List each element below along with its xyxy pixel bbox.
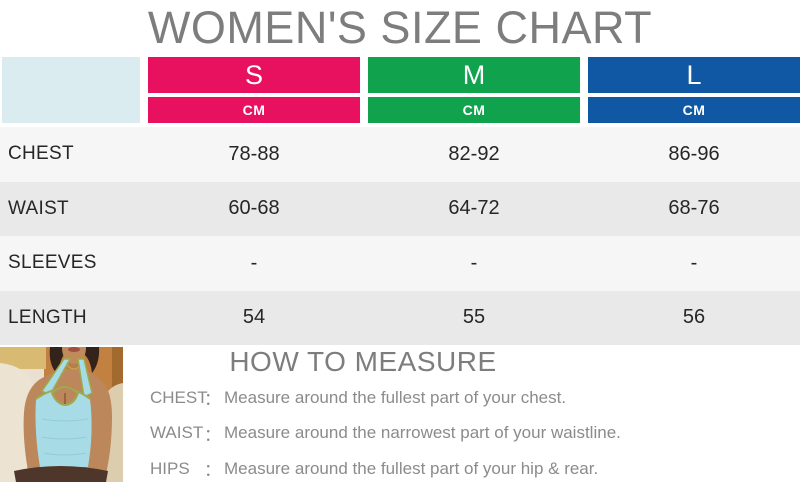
cell-value: 55 [462, 306, 486, 329]
measure-instructions: CHEST ： Measure around the fullest part … [150, 380, 770, 487]
table-row-sleeves: SLEEVES - - - [0, 236, 800, 291]
instruction-colon: ： [204, 461, 221, 481]
cell-value: 60-68 [228, 197, 280, 220]
table-row-length: LENGTH 54 55 56 [0, 290, 800, 345]
instruction-text: Measure around the fullest part of your … [224, 458, 599, 478]
cell-value: 68-76 [668, 197, 720, 220]
instruction-chest: CHEST ： Measure around the fullest part … [150, 380, 770, 416]
cell-value: 86-96 [668, 142, 720, 165]
size-table-body: CHEST 78-88 82-92 86-96 WAIST 60-68 64-7… [0, 127, 800, 345]
cell-value: 56 [682, 306, 706, 329]
row-label: WAIST [8, 197, 69, 219]
row-label: SLEEVES [8, 252, 97, 274]
unit-cell-l: CM [588, 97, 800, 123]
row-label: CHEST [8, 143, 74, 165]
size-table-header: S M L CM CM CM [0, 57, 800, 123]
instruction-text: Measure around the narrowest part of you… [224, 423, 621, 443]
cell-value: - [250, 251, 258, 274]
instruction-hips: HIPS ： Measure around the fullest part o… [150, 451, 770, 487]
row-label: LENGTH [8, 306, 87, 328]
table-row-chest: CHEST 78-88 82-92 86-96 [0, 127, 800, 182]
page-title: WOMEN'S SIZE CHART [147, 2, 653, 53]
model-photo [0, 347, 123, 482]
cell-value: - [470, 251, 478, 274]
cell-value: 78-88 [228, 142, 280, 165]
corner-cell [2, 57, 140, 123]
unit-cell-m: CM [368, 97, 580, 123]
how-to-measure-title: HOW TO MEASURE [229, 346, 497, 377]
instruction-label: HIPS [150, 458, 190, 478]
instruction-colon: ： [204, 390, 221, 410]
cell-value: - [690, 251, 698, 274]
instruction-text: Measure around the fullest part of your … [224, 387, 567, 407]
instruction-label: WAIST [150, 423, 204, 443]
instruction-label: CHEST [150, 387, 208, 407]
cell-value: 54 [242, 306, 266, 329]
cell-value: 82-92 [448, 142, 500, 165]
table-row-waist: WAIST 60-68 64-72 68-76 [0, 181, 800, 236]
instruction-colon: ： [204, 425, 221, 445]
size-header-m: M [368, 57, 580, 93]
unit-cell-s: CM [148, 97, 360, 123]
size-header-s: S [148, 57, 360, 93]
instruction-waist: WAIST ： Measure around the narrowest par… [150, 416, 770, 452]
cell-value: 64-72 [448, 197, 500, 220]
size-header-l: L [588, 57, 800, 93]
